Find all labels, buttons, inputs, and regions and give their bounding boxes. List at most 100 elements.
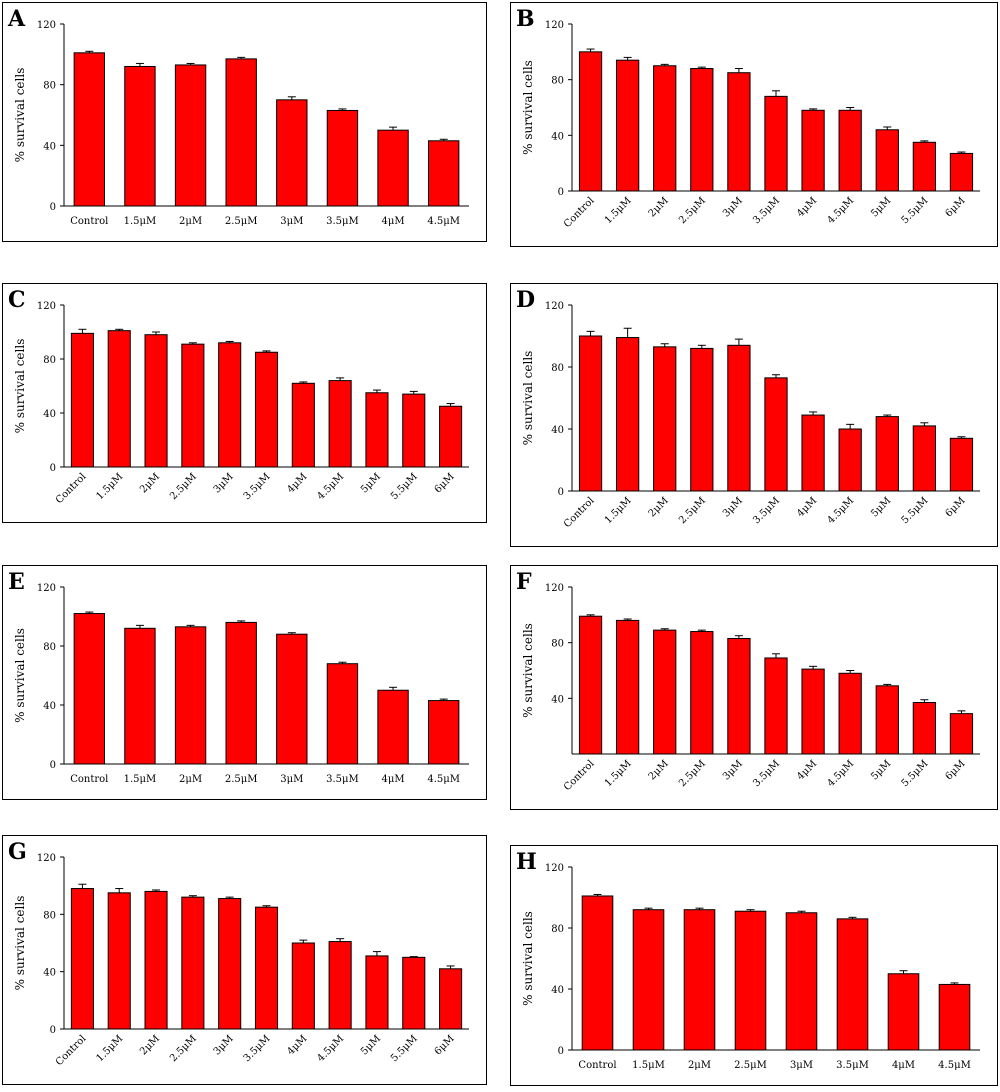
x-tick-label: 5μM [869,495,893,519]
bar [218,342,242,468]
error-bar [797,910,806,913]
error-bar [846,670,855,674]
panel-border [510,283,998,547]
x-tick-label: 4.5μM [427,216,460,227]
panel-label: F [516,569,532,595]
x-tick-label: 1.5μM [124,774,157,785]
x-tick-label: 2μM [179,774,202,785]
x-tick-label: 4μM [285,471,309,495]
error-bar [299,939,308,943]
error-bar [188,342,197,345]
x-tick-label: 3μM [721,195,745,219]
y-tick-label: 0 [50,1025,56,1036]
error-bar [439,138,448,141]
bar [73,613,105,765]
panel-border [510,845,998,1086]
x-tick-label: 4μM [892,1060,915,1071]
error-bar [262,350,271,353]
bar [124,627,156,765]
error-bar [697,66,706,69]
panel-border [510,2,998,247]
bar [801,109,825,192]
panel-label: C [8,287,26,313]
bar [875,129,899,192]
error-bar [957,436,966,439]
error-bar [586,330,595,336]
x-tick-label: 3μM [212,471,236,495]
y-axis-label: % survival cells [521,623,535,718]
bar [578,615,603,755]
error-bar [746,909,755,912]
x-tick-label: 3μM [212,1033,236,1057]
y-axis-label: % survival cells [13,339,27,434]
error-bar [920,140,929,143]
bar [632,909,665,1051]
x-tick-label: 2.5μM [734,1060,767,1071]
x-tick-label: 5.5μM [389,471,420,502]
error-bar [237,56,246,59]
error-bar [957,151,966,154]
bar [174,64,207,207]
x-tick-label: 4μM [795,195,819,219]
chart-panel: B 0 40 80 120 % survival cells Control 1.5μM 2μM… [510,2,998,247]
x-tick-label: 3μM [280,774,303,785]
bar [328,941,352,1030]
x-tick-label: 3.5μM [836,1060,869,1071]
bar [439,968,463,1030]
chart-panel: D 0 40 80 120 % survival cells Control 1.5μM 2μM… [510,283,998,547]
bar [616,59,640,192]
error-bar [697,344,706,349]
panel-label: E [8,569,25,595]
error-bar [78,328,87,334]
chart-panel: E 0 40 80 120 % survival cells Control 1.5μM 2μM… [2,565,487,800]
bar [276,633,308,765]
error-bar [695,907,704,910]
bar [225,58,257,207]
bar [836,918,869,1051]
y-tick-label: 40 [551,985,564,996]
y-axis-label: % survival cells [13,896,27,991]
panel-border [2,565,487,800]
y-tick-label: 120 [37,301,56,312]
y-tick-label: 80 [551,639,564,650]
error-bar [262,905,271,908]
x-tick-label: 2μM [138,471,162,495]
bar [402,956,426,1030]
panel-border [2,2,487,242]
x-tick-label: 2μM [647,495,671,519]
bar [124,65,156,207]
x-tick-label: 2.5μM [677,195,708,226]
y-tick-label: 80 [43,910,56,921]
error-bar [186,62,195,65]
bar [764,95,788,192]
bar [653,346,677,492]
x-tick-label: 1.5μM [603,758,634,789]
x-tick-label: 6μM [943,195,967,219]
error-bar [338,108,347,111]
bar [328,380,352,468]
x-tick-label: 4.5μM [938,1060,971,1071]
chart-panel: H 0 40 80 120 % survival cells Control 1.5μM 2μM… [510,845,998,1086]
panel-label: B [516,6,535,32]
x-tick-label: 3μM [721,758,745,782]
x-tick-label: 5.5μM [900,495,931,526]
bar [838,672,862,755]
error-bar [809,665,818,670]
error-bar [188,895,197,898]
x-tick-label: 2μM [647,195,671,219]
y-tick-label: 0 [50,202,56,213]
bar [70,332,94,468]
x-tick-label: 1.5μM [603,195,634,226]
y-axis-label: % survival cells [521,911,535,1006]
bar [690,68,714,192]
error-bar [409,956,418,958]
bar [225,621,257,765]
bar [653,629,677,755]
x-tick-label: 3.5μM [326,774,359,785]
error-bar [883,683,892,686]
bar [107,892,131,1030]
bar [73,52,105,207]
bar [377,689,409,765]
y-tick-label: 40 [43,701,56,712]
bar [181,896,205,1030]
